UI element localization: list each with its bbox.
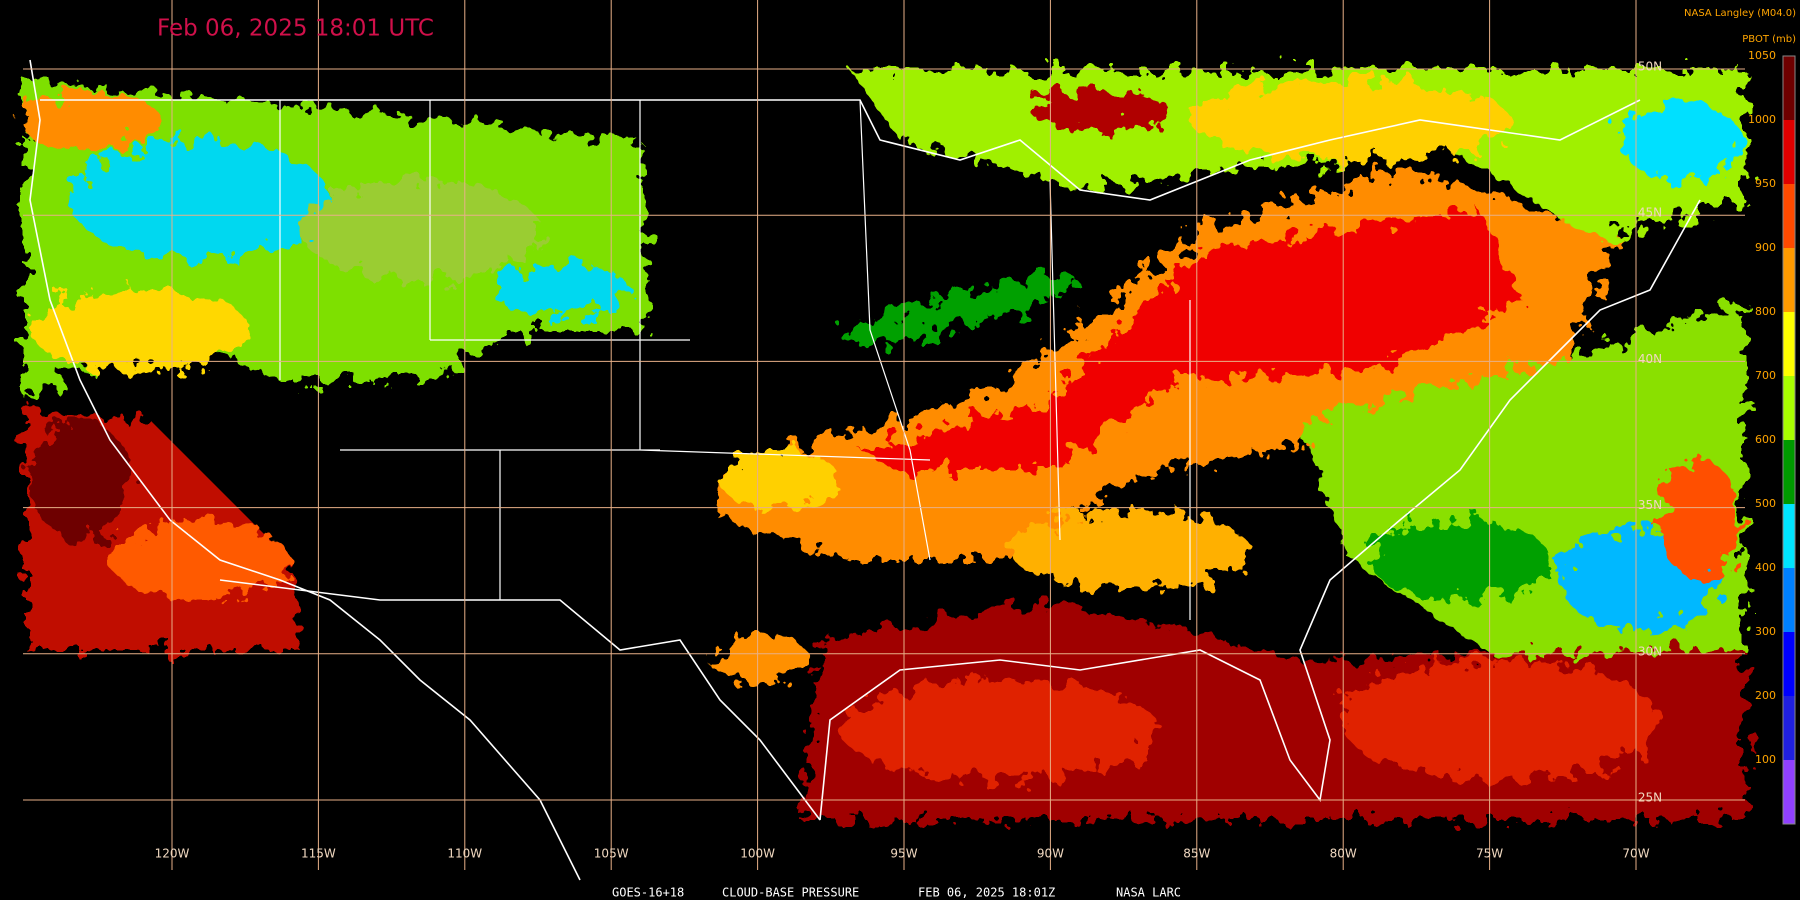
latitude-label: 25N [1638,791,1662,805]
legend-swatch [1783,56,1795,120]
cloud-region [840,680,1160,780]
latitude-label: 35N [1638,498,1662,512]
legend-swatch [1783,184,1795,248]
footer: GOES-16+18 CLOUD-BASE PRESSURE FEB 06, 2… [612,886,1181,900]
legend-swatch [1783,504,1795,568]
border [40,99,1641,201]
latitude-label: 50N [1638,60,1662,74]
footer-satellite: GOES-16+18 [612,886,684,900]
legend-swatch [1783,568,1795,632]
longitude-label: 85W [1183,847,1210,861]
longitude-label: 90W [1037,847,1064,861]
longitude-label: 80W [1330,847,1357,861]
legend-frame [1782,55,1796,825]
legend-swatch [1783,376,1795,440]
footer-source: NASA LARC [1116,886,1181,900]
legend-swatch [1783,696,1795,760]
legend-swatch [1783,312,1795,376]
longitude-label: 75W [1476,847,1503,861]
cloud-region [110,520,290,600]
longitude-label: 110W [447,847,482,861]
cloud-region [1370,520,1550,600]
cloud-region [1010,510,1250,590]
latitude-label: 30N [1638,644,1662,658]
cloud-region [1190,80,1510,160]
cloud-region [30,420,130,540]
legend-tick-label: 1050 [1748,49,1776,62]
cloud-region [843,274,1077,346]
legend-tick-label: 1000 [1748,113,1776,126]
legend-tick-label: 800 [1755,305,1776,318]
cloud-region [1660,460,1740,580]
latitude-label: 45N [1638,206,1662,220]
legend-swatch [1783,632,1795,696]
legend-swatch [1783,120,1795,184]
legend-tick-label: 600 [1755,433,1776,446]
legend-tick-label: 500 [1755,497,1776,510]
longitude-label: 95W [890,847,917,861]
footer-time: FEB 06, 2025 18:01Z [918,886,1055,900]
cloud-region [1620,100,1740,180]
coastline [29,59,581,881]
state-lines [279,99,1191,620]
boundaries [29,59,1701,881]
cloud-region [720,450,840,510]
longitude-label: 70W [1622,847,1649,861]
cloud-region [70,140,330,260]
cloud-region [24,599,26,601]
cloud-region [490,265,630,315]
footer-product: CLOUD-BASE PRESSURE [722,886,859,900]
color-legend: 1050 1000 950 900 800 700 600 500 400 300 200 100 [1748,49,1796,825]
cloud-region [710,635,810,685]
legend-tick-label: 100 [1755,753,1776,766]
legend-tick-label: 900 [1755,241,1776,254]
legend-swatch [1783,440,1795,504]
latitude-label: 40N [1638,352,1662,366]
longitude-label: 105W [594,847,629,861]
legend-title: PBOT (mb) [1742,34,1796,45]
longitude-label: 120W [155,847,190,861]
longitude-label: 100W [740,847,775,861]
legend-swatch [1783,248,1795,312]
cloud-region [1340,660,1660,780]
cloud-region [1030,90,1170,130]
legend-swatch [1783,760,1795,824]
cloud-region [300,180,540,280]
border [219,579,821,821]
legend-tick-label: 400 [1755,561,1776,574]
map-title: Feb 06, 2025 18:01 UTC [157,16,434,42]
cloud-region [30,290,250,370]
legend-tick-label: 700 [1755,369,1776,382]
longitude-label: 115W [301,847,336,861]
legend-tick-label: 300 [1755,625,1776,638]
legend-tick-label: 950 [1755,177,1776,190]
legend-tick-label: 200 [1755,689,1776,702]
coastline [819,199,1701,821]
graticule: 120W 115W 110W 105W 100W 95W 90W 85W 80W 75W 70W 50… [23,0,1745,870]
credit: NASA Langley (M04.0) [1684,8,1796,19]
cloud-region [20,90,160,150]
